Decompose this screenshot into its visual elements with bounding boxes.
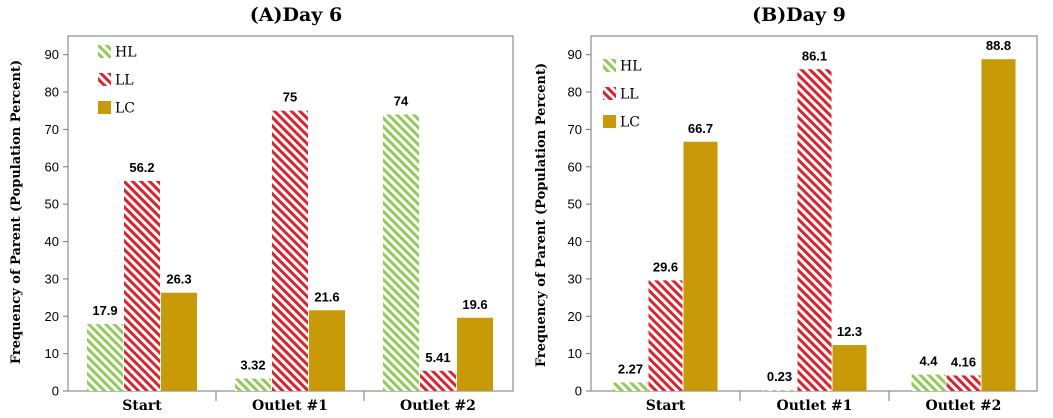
data-label: 4.4 xyxy=(919,354,938,369)
bar-lc xyxy=(832,345,867,391)
bar-lc xyxy=(683,141,718,391)
data-label: 19.6 xyxy=(462,297,487,312)
legend-swatch-lc xyxy=(603,115,616,128)
y-tick-label: 40 xyxy=(45,234,59,249)
y-tick-label: 20 xyxy=(568,309,582,324)
y-tick-label: 70 xyxy=(568,122,582,137)
legend-label: LL xyxy=(115,73,134,89)
legend-label: LL xyxy=(620,87,639,103)
data-label: 21.6 xyxy=(314,289,339,304)
y-tick-label: 50 xyxy=(568,197,582,212)
y-tick-label: 90 xyxy=(568,47,582,62)
x-tick-label: Start xyxy=(122,398,162,414)
x-tick-label: Outlet #2 xyxy=(400,398,476,414)
legend-swatch-ll xyxy=(603,87,616,100)
data-label: 88.8 xyxy=(986,38,1011,53)
y-tick-label: 0 xyxy=(52,384,59,399)
bar-lc xyxy=(161,292,197,391)
legend-label: LC xyxy=(115,101,135,117)
legend-swatch-ll xyxy=(98,73,111,86)
legend-swatch-hl xyxy=(603,59,616,72)
x-tick-label: Start xyxy=(646,398,686,414)
bar-hl xyxy=(911,374,946,391)
x-tick-label: Outlet #1 xyxy=(252,398,328,414)
y-tick-label: 50 xyxy=(45,197,59,212)
y-tick-label: 10 xyxy=(45,346,59,361)
bar-ll xyxy=(124,180,160,391)
data-label: 5.41 xyxy=(425,350,450,365)
legend-label: HL xyxy=(115,45,137,61)
y-tick-label: 30 xyxy=(45,271,59,286)
data-label: 26.3 xyxy=(166,272,191,287)
y-tick-label: 90 xyxy=(45,47,59,62)
data-label: 29.6 xyxy=(653,259,678,274)
data-label: 2.27 xyxy=(618,362,643,377)
y-tick-label: 40 xyxy=(568,234,582,249)
bar-ll xyxy=(797,69,832,391)
data-label: 86.1 xyxy=(802,48,827,63)
y-tick-label: 70 xyxy=(45,122,59,137)
chart-title: (B)Day 9 xyxy=(752,4,846,26)
y-axis-label: Frequency of Parent (Population Percent) xyxy=(534,63,549,367)
y-tick-label: 0 xyxy=(575,384,582,399)
y-tick-label: 10 xyxy=(568,346,582,361)
y-tick-label: 60 xyxy=(568,159,582,174)
data-label: 66.7 xyxy=(688,121,713,136)
y-tick-label: 60 xyxy=(45,159,59,174)
y-tick-label: 20 xyxy=(45,309,59,324)
legend-swatch-hl xyxy=(98,45,111,58)
bar-lc xyxy=(309,310,345,391)
y-tick-label: 80 xyxy=(568,85,582,100)
bar-ll xyxy=(648,280,683,391)
bar-lc xyxy=(981,59,1016,391)
data-label: 17.9 xyxy=(92,303,117,318)
y-tick-label: 80 xyxy=(45,85,59,100)
bar-hl xyxy=(613,382,648,391)
bar-hl xyxy=(87,324,123,391)
data-label: 56.2 xyxy=(129,160,154,175)
legend-swatch-lc xyxy=(98,101,111,114)
data-label: 12.3 xyxy=(837,324,862,339)
chart-panel-day-9: (B)Day 9 Frequency of Parent (Population… xyxy=(534,4,1038,414)
bar-ll xyxy=(946,375,981,391)
chart-panel-day-6: (A)Day 6 Frequency of Parent (Population… xyxy=(9,4,514,414)
legend-label: HL xyxy=(620,59,642,75)
data-label: 75 xyxy=(283,90,297,105)
bar-hl xyxy=(762,390,797,391)
bar-lc xyxy=(457,317,493,391)
chart-title: (A)Day 6 xyxy=(250,4,342,26)
bar-hl xyxy=(235,378,271,391)
data-label: 74 xyxy=(394,93,409,108)
x-tick-label: Outlet #1 xyxy=(777,398,853,414)
data-label: 3.32 xyxy=(240,358,265,373)
bar-ll xyxy=(272,110,308,391)
data-label: 4.16 xyxy=(951,354,976,369)
bar-ll xyxy=(420,370,456,391)
x-tick-label: Outlet #2 xyxy=(926,398,1002,414)
data-label: 0.23 xyxy=(767,369,792,384)
y-axis-label: Frequency of Parent (Population Percent) xyxy=(9,60,24,364)
y-tick-label: 30 xyxy=(568,271,582,286)
bar-hl xyxy=(383,114,419,391)
legend-label: LC xyxy=(620,115,640,131)
